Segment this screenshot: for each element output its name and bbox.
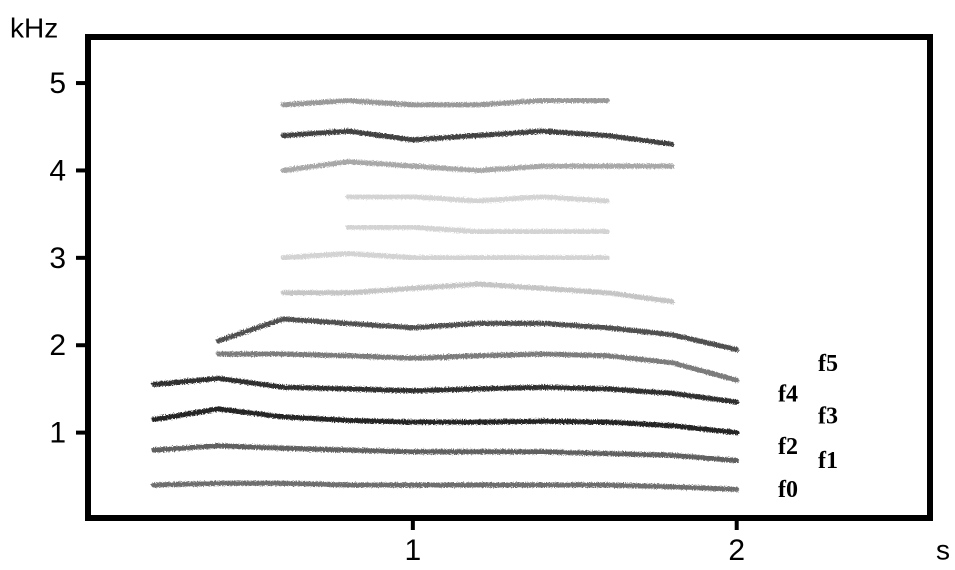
bands (151, 98, 740, 492)
harmonic-band (280, 98, 610, 108)
harmonic-band (280, 251, 610, 261)
band-label: f1 (818, 448, 838, 474)
y-tick-label: 4 (49, 154, 66, 187)
y-tick-label: 3 (49, 242, 66, 275)
x-tick-label: 1 (405, 534, 422, 567)
harmonic-band (345, 194, 610, 204)
y-axis-label: kHz (10, 12, 58, 43)
harmonic-band (280, 281, 675, 304)
harmonic-band (280, 159, 675, 173)
harmonic-band (151, 406, 740, 436)
band-label: f4 (778, 382, 798, 408)
x-tick-label: 2 (728, 534, 745, 567)
harmonic-band (216, 351, 740, 383)
plot-frame (85, 34, 933, 521)
harmonic-band (345, 224, 610, 235)
harmonic-band (151, 480, 740, 492)
band-label: f2 (778, 434, 798, 460)
y-tick-label: 5 (49, 67, 66, 100)
harmonic-band (280, 128, 675, 147)
harmonic-band (151, 443, 740, 464)
y-tick-label: 1 (49, 417, 66, 450)
harmonic-band (216, 316, 740, 353)
y-tick-label: 2 (49, 329, 66, 362)
harmonic-band (151, 375, 740, 405)
band-label: f3 (818, 404, 838, 430)
band-label: f5 (818, 351, 838, 377)
x-axis-label: s (936, 534, 950, 565)
band-label: f0 (778, 477, 798, 503)
